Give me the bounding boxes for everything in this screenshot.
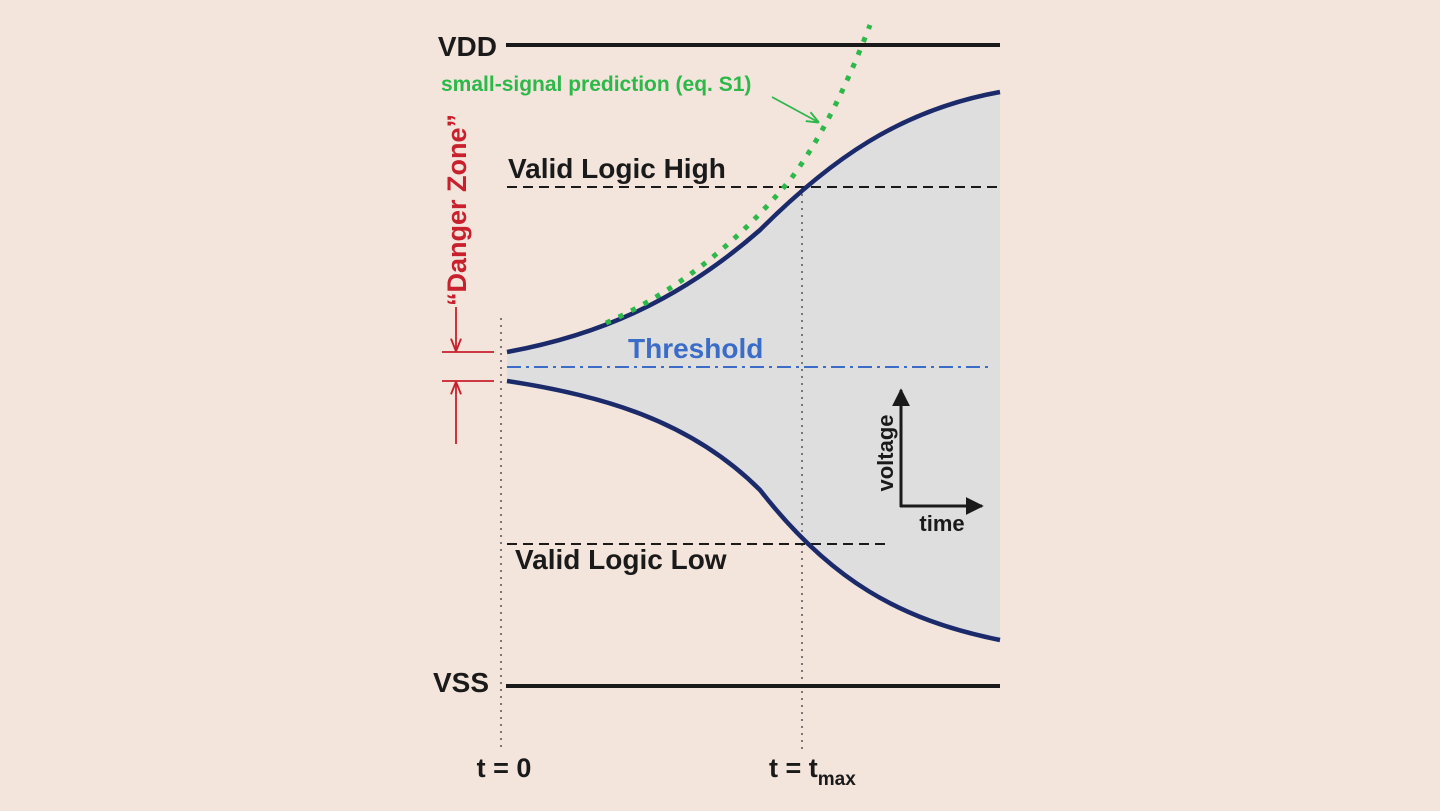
danger-zone-label: “Danger Zone” [442,114,472,306]
tmax-label-main: t = t [769,753,818,783]
vss-label: VSS [433,667,489,698]
threshold-label: Threshold [628,333,763,364]
tmax-label-subscript: max [818,769,856,790]
prediction-label: small-signal prediction (eq. S1) [441,73,751,96]
prediction-pointer-arrow [771,96,818,122]
tmax-label: t = tmax [769,753,856,790]
time-axis-label: time [919,511,964,536]
vdd-label: VDD [438,31,497,62]
lower-output-curve [506,378,1001,643]
upper-output-curve [506,89,1001,355]
valid-low-label: Valid Logic Low [515,544,727,575]
valid-high-label: Valid Logic High [508,153,726,184]
t0-label: t = 0 [477,753,532,783]
voltage-axis-label: voltage [873,414,898,491]
